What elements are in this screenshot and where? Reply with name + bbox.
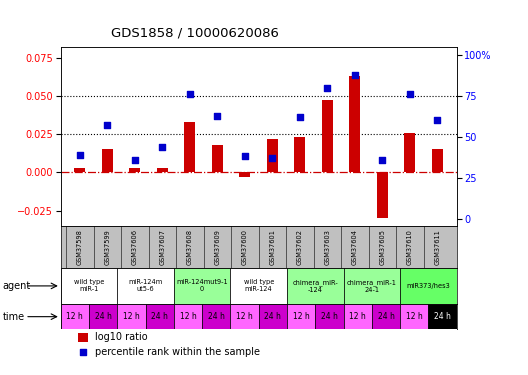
Bar	[240, 172, 250, 177]
Text: log10 ratio: log10 ratio	[95, 332, 147, 342]
Text: 12 h: 12 h	[350, 312, 366, 321]
Text: GSM37608: GSM37608	[187, 229, 193, 265]
Bar	[400, 268, 457, 304]
Text: wild type
miR-124: wild type miR-124	[243, 279, 274, 292]
Bar	[117, 304, 146, 329]
Text: chimera_miR-
-124: chimera_miR- -124	[293, 279, 338, 293]
Bar	[350, 76, 361, 172]
Text: wild type
miR-1: wild type miR-1	[74, 279, 104, 292]
Text: GSM37604: GSM37604	[352, 229, 358, 265]
Text: 24 h: 24 h	[378, 312, 394, 321]
Bar	[61, 304, 89, 329]
Bar	[157, 168, 168, 172]
Text: 24 h: 24 h	[95, 312, 111, 321]
Point	[323, 85, 332, 91]
Bar	[428, 304, 457, 329]
Bar	[129, 168, 140, 172]
Bar	[372, 304, 400, 329]
Text: miR373/hes3: miR373/hes3	[407, 283, 450, 289]
Bar	[287, 304, 315, 329]
Text: GSM37610: GSM37610	[407, 229, 413, 265]
Bar	[74, 168, 86, 172]
Text: 24 h: 24 h	[434, 312, 451, 321]
Bar	[404, 132, 416, 172]
Point	[406, 92, 414, 98]
Bar	[432, 149, 443, 172]
Bar	[174, 304, 202, 329]
Bar	[102, 149, 113, 172]
Text: GSM37606: GSM37606	[132, 229, 138, 265]
Text: GSM37599: GSM37599	[105, 229, 110, 265]
Text: GSM37605: GSM37605	[380, 229, 385, 265]
Point	[131, 157, 139, 163]
Bar	[202, 304, 230, 329]
Text: miR-124m
ut5-6: miR-124m ut5-6	[128, 279, 163, 292]
Point	[296, 114, 304, 120]
Point	[79, 349, 87, 355]
Point	[268, 155, 277, 161]
Bar	[230, 304, 259, 329]
Text: GSM37602: GSM37602	[297, 229, 303, 265]
Text: time: time	[3, 312, 25, 322]
Point	[76, 152, 84, 158]
Point	[186, 92, 194, 98]
Bar	[267, 139, 278, 172]
Text: miR-124mut9-1
0: miR-124mut9-1 0	[176, 279, 228, 292]
Text: GSM37609: GSM37609	[214, 229, 221, 265]
Text: 24 h: 24 h	[265, 312, 281, 321]
Bar	[377, 172, 388, 218]
Bar	[315, 304, 344, 329]
Bar	[174, 268, 230, 304]
Bar	[322, 100, 333, 172]
Bar	[287, 268, 344, 304]
Text: 24 h: 24 h	[208, 312, 225, 321]
Text: GSM37600: GSM37600	[242, 229, 248, 265]
Bar	[344, 268, 400, 304]
Text: 12 h: 12 h	[293, 312, 309, 321]
Text: agent: agent	[3, 281, 31, 291]
Point	[378, 157, 386, 163]
Bar	[117, 268, 174, 304]
Text: 12 h: 12 h	[123, 312, 140, 321]
Text: 12 h: 12 h	[406, 312, 423, 321]
Text: GSM37601: GSM37601	[269, 229, 276, 265]
Text: 12 h: 12 h	[236, 312, 253, 321]
Text: 24 h: 24 h	[152, 312, 168, 321]
Text: percentile rank within the sample: percentile rank within the sample	[95, 347, 260, 357]
Bar	[212, 145, 223, 172]
Bar	[89, 304, 117, 329]
Bar	[230, 268, 287, 304]
Bar	[400, 304, 428, 329]
Bar	[184, 122, 195, 172]
Text: GSM37611: GSM37611	[435, 229, 440, 265]
Point	[241, 153, 249, 159]
Point	[103, 122, 112, 128]
Bar	[295, 137, 306, 172]
Text: GSM37603: GSM37603	[325, 229, 331, 265]
Text: chimera_miR-1
24-1: chimera_miR-1 24-1	[347, 279, 397, 293]
Text: GSM37607: GSM37607	[159, 229, 165, 265]
Text: GDS1858 / 10000620086: GDS1858 / 10000620086	[111, 26, 279, 39]
Point	[351, 72, 359, 78]
Point	[213, 112, 222, 118]
Point	[433, 117, 442, 123]
Text: 12 h: 12 h	[180, 312, 196, 321]
Point	[158, 144, 167, 150]
Bar	[78, 333, 88, 342]
Text: 12 h: 12 h	[67, 312, 83, 321]
Bar	[61, 268, 117, 304]
Bar	[259, 304, 287, 329]
Bar	[146, 304, 174, 329]
Bar	[344, 304, 372, 329]
Text: GSM37598: GSM37598	[77, 229, 83, 265]
Text: 24 h: 24 h	[321, 312, 338, 321]
